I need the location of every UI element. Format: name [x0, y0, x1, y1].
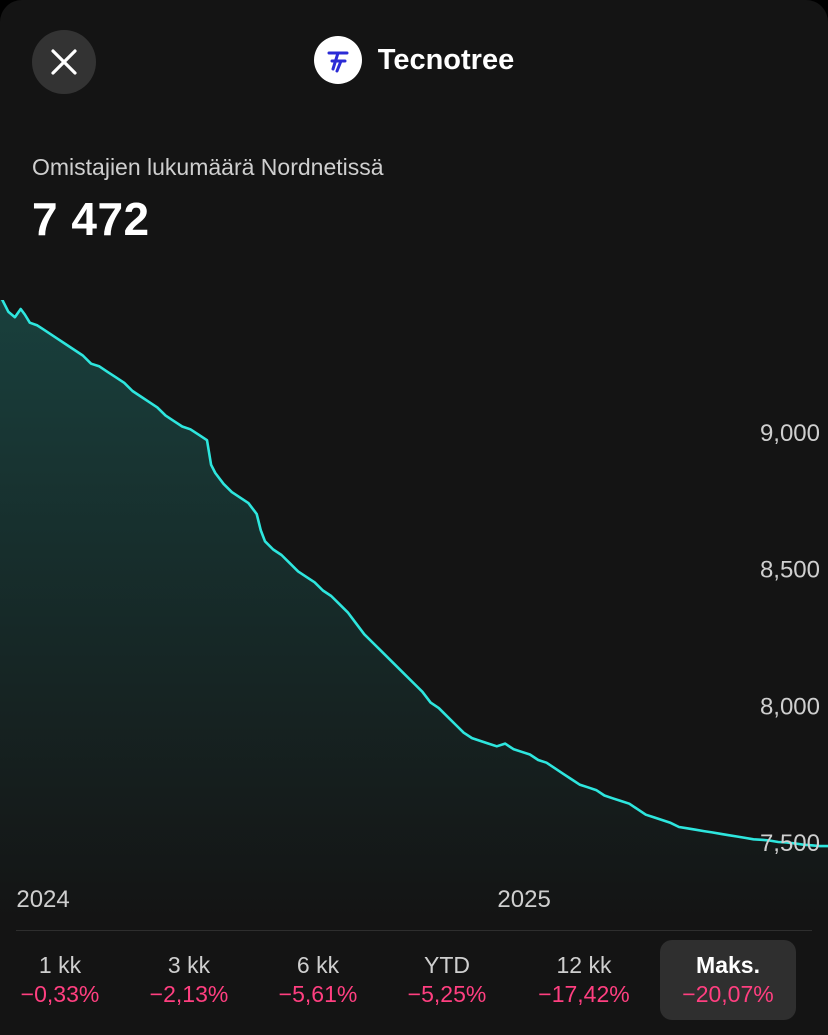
tecnotree-logo-icon: [313, 36, 362, 84]
close-button[interactable]: [32, 30, 96, 94]
period-1kk[interactable]: 1 kk −0,33%: [0, 940, 128, 1020]
period-change: −0,33%: [20, 981, 100, 1007]
period-max[interactable]: Maks. −20,07%: [660, 940, 796, 1020]
x-tick-label: 2024: [16, 886, 69, 913]
period-3kk[interactable]: 3 kk −2,13%: [121, 940, 257, 1020]
y-tick-label: 8,500: [760, 557, 820, 584]
period-label: 1 kk: [38, 952, 82, 978]
y-tick-label: 7,500: [760, 830, 820, 857]
chart-series-line: [0, 300, 828, 848]
y-tick-label: 8,000: [760, 693, 820, 720]
period-selector: 1 kk −0,33% 3 kk −2,13% 6 kk −5,61% YTD …: [0, 940, 828, 1020]
period-label: 6 kk: [296, 952, 340, 978]
company-name: Tecnotree: [377, 43, 515, 76]
period-label: YTD: [424, 952, 470, 978]
header-title: Tecnotree: [0, 36, 828, 84]
period-change: −5,25%: [407, 981, 487, 1007]
period-label: 12 kk: [556, 952, 612, 978]
owners-chart[interactable]: 9,000 8,500 8,000 7,500 2024 2025: [0, 300, 828, 920]
period-ytd[interactable]: YTD −5,25%: [379, 940, 515, 1020]
divider: [16, 930, 812, 931]
y-tick-label: 9,000: [760, 420, 820, 447]
period-6kk[interactable]: 6 kk −5,61%: [250, 940, 386, 1020]
period-label: Maks.: [696, 952, 760, 978]
metric-label: Omistajien lukumäärä Nordnetissä: [32, 154, 384, 180]
period-change: −5,61%: [278, 981, 358, 1007]
close-icon: [51, 49, 77, 75]
period-label: 3 kk: [167, 952, 211, 978]
period-change: −2,13%: [149, 981, 229, 1007]
chart-area-fill: [0, 300, 828, 920]
period-change: −17,42%: [538, 981, 630, 1007]
period-change: −20,07%: [682, 981, 774, 1007]
metric-value: 7 472: [32, 193, 150, 245]
period-12kk[interactable]: 12 kk −17,42%: [516, 940, 652, 1020]
x-tick-label: 2025: [497, 886, 550, 913]
